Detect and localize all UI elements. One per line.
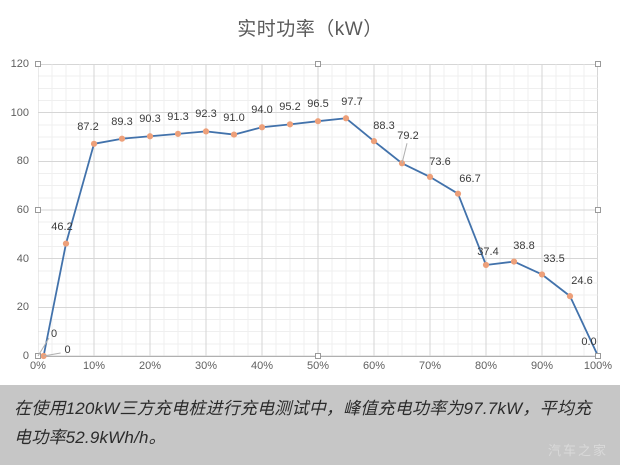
x-tick-label: 70% xyxy=(418,360,442,372)
chart-title: 实时功率（kW） xyxy=(237,19,383,40)
x-tick-label: 100% xyxy=(583,360,613,372)
resize-handle[interactable] xyxy=(35,353,41,359)
watermark: 汽车之家 xyxy=(547,443,608,458)
x-tick-label: 10% xyxy=(82,360,106,372)
y-tick-label: 40 xyxy=(16,252,29,265)
y-tick-label: 20 xyxy=(16,301,29,314)
x-tick-label: 50% xyxy=(306,360,330,372)
y-tick-label: 100 xyxy=(10,106,29,119)
x-tick-label: 0% xyxy=(30,360,46,372)
y-tick-label: 60 xyxy=(16,204,29,216)
caption-bar: 在使用120kW三方充电桩进行充电测试中，峰值充电功率为97.7kW，平均充电功… xyxy=(0,385,620,465)
resize-handle[interactable] xyxy=(595,61,601,67)
y-axis-labels: 0 20 40 60 80 100 120 xyxy=(0,58,34,362)
caption-line-1: 在使用120kW三方充电桩进行充电测试中，峰值充电功率为 xyxy=(14,399,464,418)
resize-handle[interactable] xyxy=(35,61,41,67)
x-tick-label: 20% xyxy=(138,360,162,372)
data-series-line[interactable] xyxy=(38,64,599,360)
x-axis-labels: 0% 10% 20% 30% 40% 50% 60% 70% 80% 90% 100% xyxy=(30,360,612,380)
caption-text: 在使用120kW三方充电桩进行充电测试中，峰值充电功率为97.7kW，平均充电功… xyxy=(14,394,606,452)
gridlines xyxy=(38,64,598,356)
x-tick-label: 60% xyxy=(362,360,386,372)
resize-handle[interactable] xyxy=(315,61,321,67)
y-tick-label: 80 xyxy=(16,155,29,168)
y-tick-label: 0 xyxy=(22,350,29,362)
resize-handle[interactable] xyxy=(315,353,321,359)
resize-handle[interactable] xyxy=(595,207,601,213)
x-tick-label: 30% xyxy=(194,360,218,372)
chart-card[interactable]: 实时功率（kW） 0 20 40 60 80 100 120 0% 10% 20% 30% 40% 5… xyxy=(0,0,620,385)
y-tick-label: 120 xyxy=(10,58,29,70)
x-tick-label: 80% xyxy=(474,360,498,372)
x-tick-label: 90% xyxy=(530,360,554,372)
plot-area[interactable] xyxy=(38,64,599,360)
resize-handle[interactable] xyxy=(35,207,41,213)
resize-handle[interactable] xyxy=(595,353,601,359)
caption-line-2: 97.7kW，平均充电功率52.9kWh/h。 xyxy=(14,399,592,447)
x-tick-label: 40% xyxy=(250,360,274,372)
